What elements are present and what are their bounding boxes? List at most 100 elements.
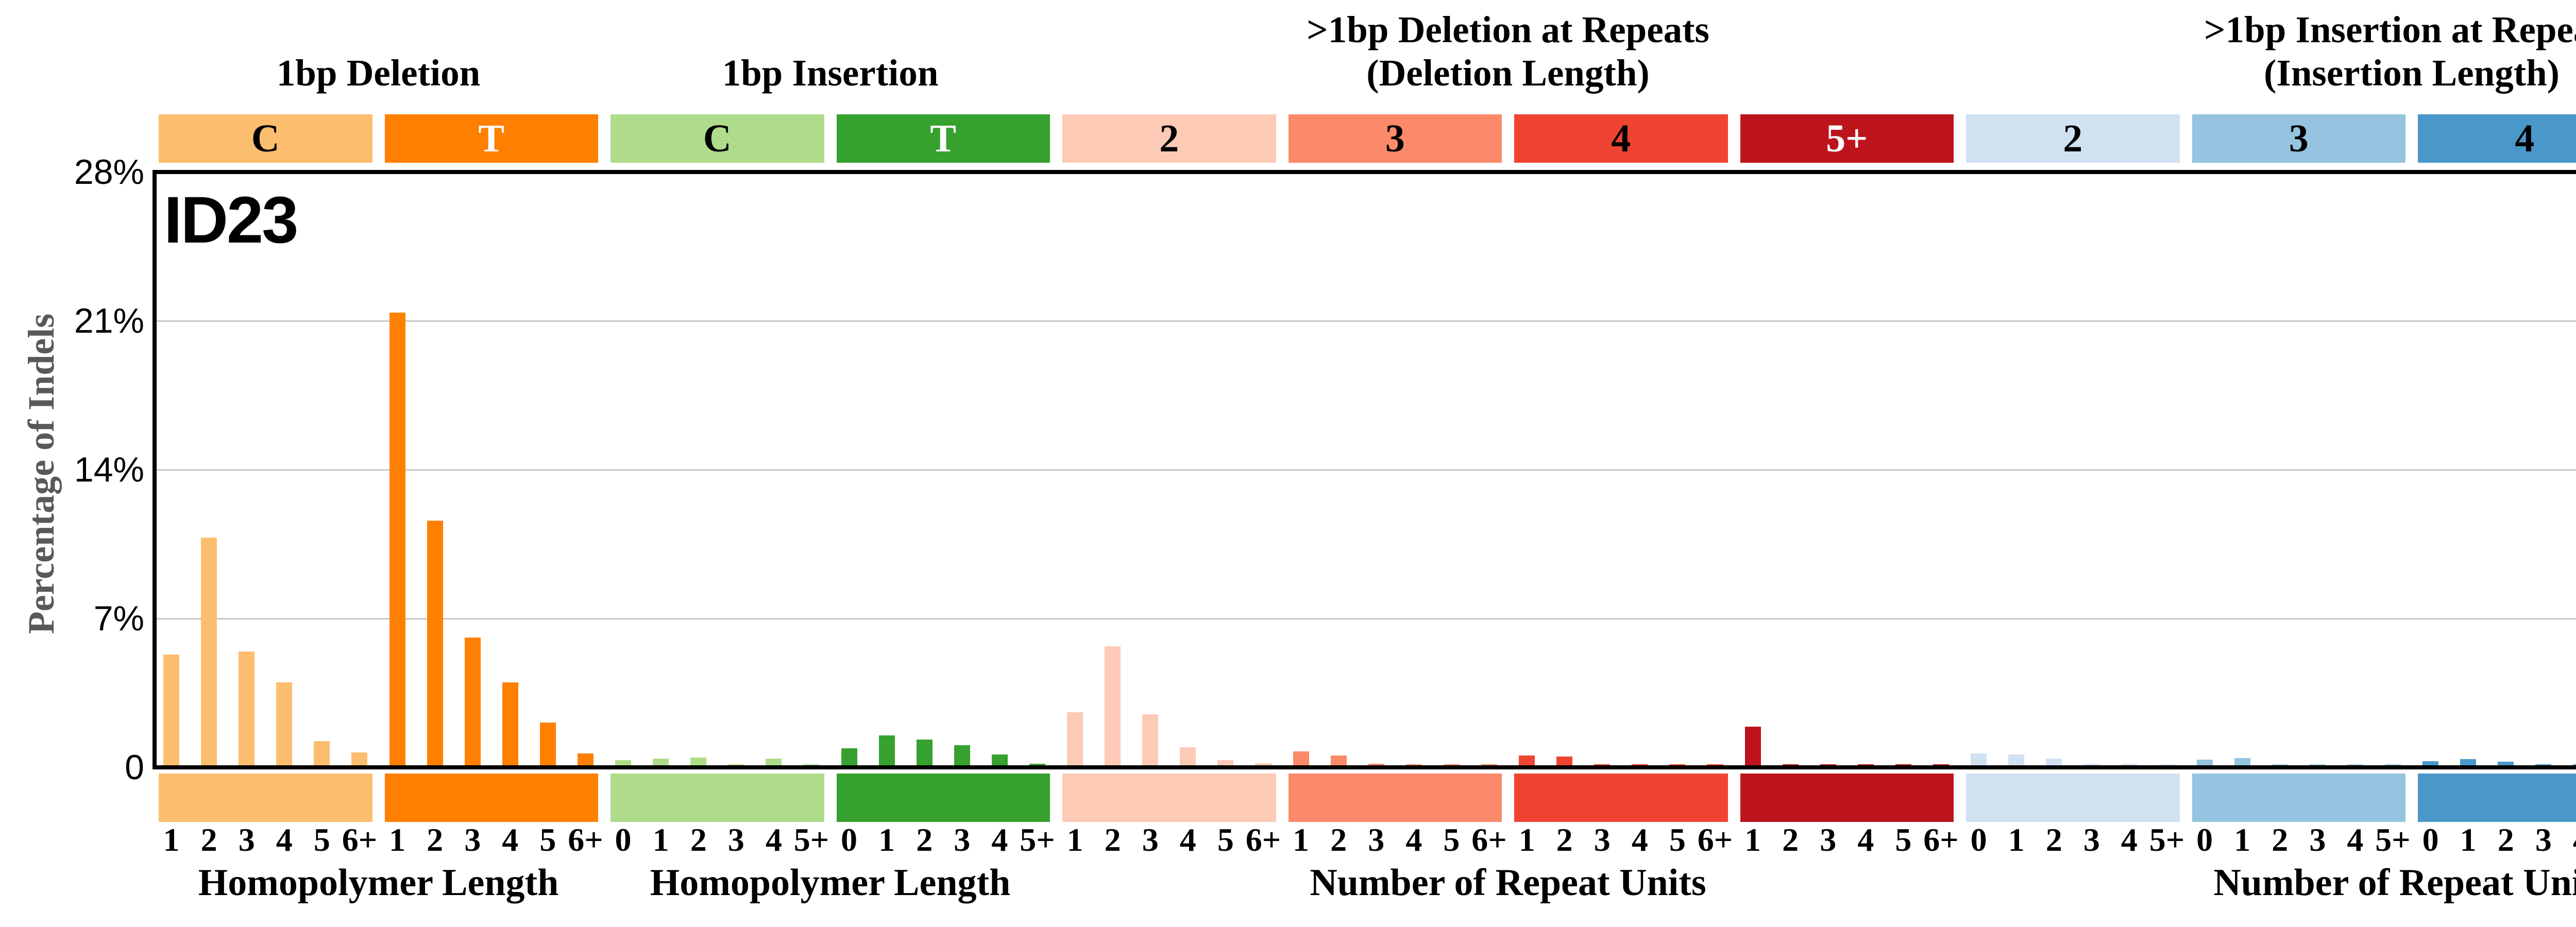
bar <box>2121 763 2138 765</box>
x-tick-label: 4 <box>276 821 293 858</box>
x-tick-label: 1 <box>2008 821 2025 858</box>
bar <box>1067 712 1083 765</box>
header-box-label: 3 <box>2289 117 2309 160</box>
bar <box>803 764 820 765</box>
header-box-1bp-insertion-T: T <box>836 114 1050 163</box>
bar <box>1443 764 1460 765</box>
bar <box>1217 760 1234 765</box>
x-tick-label: 3 <box>1142 821 1159 858</box>
bar <box>2498 761 2514 765</box>
bar <box>1330 756 1347 765</box>
x-tick-label: 5 <box>539 821 556 858</box>
bar <box>1669 764 1686 765</box>
bar <box>2573 764 2576 765</box>
header-box-label: 2 <box>1159 117 1179 160</box>
bar <box>1744 726 1761 765</box>
x-tick-label: 0 <box>1970 821 1987 858</box>
bar <box>1933 764 1950 765</box>
header-box-label: T <box>930 117 957 160</box>
bar <box>1895 764 1911 765</box>
y-tick-label: 14% <box>74 450 144 489</box>
plot-border-top <box>152 170 2576 174</box>
bar <box>2083 763 2100 765</box>
bar <box>1105 646 1121 765</box>
x-tick-label: 4 <box>2557 822 2576 858</box>
bar <box>2196 760 2213 765</box>
x-tick-label: 1 <box>163 821 180 858</box>
x-tick-label: 4 <box>502 821 519 858</box>
x-axis-line <box>152 765 2576 769</box>
header-box-label: 5+ <box>1826 117 1868 160</box>
y-tick-label: 0 <box>125 748 144 787</box>
footer-box-insertion-repeats-len2 <box>1966 774 2180 822</box>
bar <box>1857 764 1874 765</box>
category-super-header: >1bp Insertion at Repeats(Insertion Leng… <box>1960 4 2576 95</box>
header-box-deletion-repeats-len2: 2 <box>1062 114 1276 163</box>
x-tick-label: 4 <box>2347 821 2364 858</box>
bar <box>464 638 481 765</box>
bar <box>1405 764 1422 765</box>
bar <box>1519 756 1535 765</box>
x-tick-label: 4 <box>991 821 1008 858</box>
footer-box-deletion-repeats-len2 <box>1062 774 1276 822</box>
bar <box>766 758 782 765</box>
x-tick-label: 2 <box>1556 821 1573 858</box>
x-tick-label: 1 <box>2234 821 2251 858</box>
bar <box>1029 764 1045 765</box>
x-tick-label: 5 <box>1443 821 1460 858</box>
header-box-deletion-repeats-len4: 4 <box>1514 114 1728 163</box>
bar <box>314 741 330 765</box>
header-box-1bp-deletion-T: T <box>384 114 598 163</box>
x-tick-label: 0 <box>615 821 632 858</box>
x-axis-section-label: Number of Repeat Units <box>1310 862 1706 904</box>
bar <box>1368 763 1384 765</box>
bar <box>690 758 707 765</box>
bar <box>502 682 518 765</box>
x-tick-label: 2 <box>1104 821 1121 858</box>
bar <box>728 764 744 765</box>
bar <box>1820 764 1836 765</box>
bar <box>841 748 857 765</box>
x-tick-label: 6+ <box>1697 821 1733 858</box>
bar <box>539 723 556 765</box>
bar <box>1971 753 1987 765</box>
bar <box>1255 763 1272 765</box>
x-tick-label: 2 <box>1782 821 1799 858</box>
footer-box-deletion-repeats-len4 <box>1514 774 1728 822</box>
category-super-header: >1bp Deletion at Repeats (Deletion Length… <box>1056 4 1960 95</box>
header-box-insertion-repeats-len2: 2 <box>1966 114 2180 163</box>
x-tick-label: 4 <box>1631 821 1648 858</box>
bar <box>276 682 293 765</box>
header-box-insertion-repeats-len4: 4 <box>2418 114 2576 163</box>
bar <box>577 753 594 765</box>
bar <box>2347 764 2363 765</box>
gridline-21pct <box>152 320 2576 322</box>
bar <box>615 760 632 765</box>
plot-border-left <box>152 170 157 769</box>
x-tick-label: 3 <box>1820 821 1837 858</box>
plot-title: ID23 <box>164 183 298 257</box>
x-axis-section-label: Homopolymer Length <box>650 862 1011 904</box>
header-box-label: 4 <box>2515 117 2535 160</box>
bar <box>1707 764 1723 765</box>
bar <box>2384 764 2401 765</box>
x-tick-label: 2 <box>2497 821 2514 858</box>
header-box-deletion-repeats-len5plus: 5+ <box>1740 114 1954 163</box>
category-super-header-line: (Insertion Length) <box>2264 52 2560 94</box>
bar <box>954 745 970 765</box>
x-tick-label: 5 <box>1895 821 1912 858</box>
x-tick-label: 1 <box>2460 821 2477 858</box>
x-tick-label: 1 <box>652 821 669 858</box>
x-tick-label: 6+ <box>1923 821 1959 858</box>
x-tick-label: 1 <box>1293 821 1310 858</box>
x-tick-label: 3 <box>2535 821 2552 858</box>
header-box-label: 4 <box>1611 117 1631 160</box>
bar <box>2159 764 2175 765</box>
x-tick-label: 4 <box>1179 821 1196 858</box>
gridline-14pct <box>152 469 2576 471</box>
x-tick-label: 6+ <box>1245 821 1281 858</box>
bar <box>1782 764 1799 765</box>
x-tick-label: 5+ <box>2375 821 2411 858</box>
y-tick-label: 21% <box>74 301 144 340</box>
